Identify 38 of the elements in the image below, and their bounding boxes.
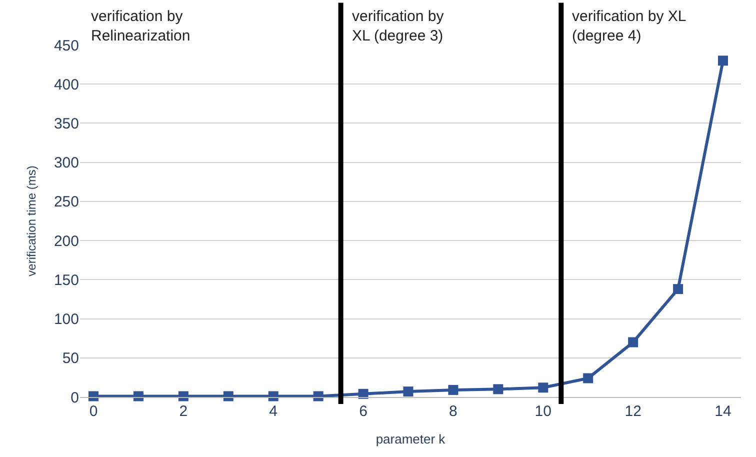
point [403,386,414,397]
point [448,384,458,395]
point [493,384,504,394]
point [628,337,638,348]
x-axis-title: parameter k [376,432,446,447]
y-axis-title: verification time (ms) [24,166,38,276]
point [313,391,324,402]
text: verification by XL (degree 3) [352,8,444,44]
point [358,388,368,399]
y-tick-label: 50 [62,350,79,368]
y-tick-label: 150 [54,272,79,289]
point [268,391,278,402]
y-tick-label: 200 [54,232,79,250]
x-tick-label: 8 [449,403,458,420]
x-tick-label: 2 [179,403,188,420]
x-tick-label: 0 [89,403,98,420]
point [583,373,594,384]
x-tick-label: 12 [624,403,642,420]
y-tick-label: 350 [54,115,79,132]
point [178,391,188,402]
x-tick-label: 14 [714,403,732,420]
y-tick-label: 250 [54,194,79,211]
text: verification by Relinearization [91,8,190,44]
text: verification by XL (degree 4) [572,8,686,44]
y-tick-label: 300 [54,154,79,172]
point [133,391,144,402]
point [673,284,684,294]
x-tick-label: 6 [359,403,368,420]
point [718,56,728,66]
x-tick-label: 10 [534,403,552,420]
point [538,382,548,393]
y-tick-label: 100 [54,311,79,328]
y-tick-label: 400 [54,76,79,94]
point [223,391,234,402]
x-tick-label: 4 [269,403,278,420]
y-tick-label: 450 [54,37,79,54]
point [88,391,98,402]
y-tick-label: 0 [70,389,79,406]
